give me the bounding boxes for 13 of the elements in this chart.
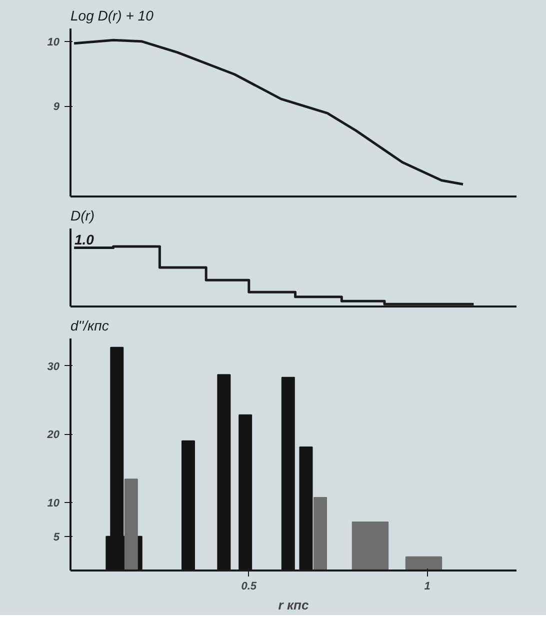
y-axis-title: Log D(r) + 10 [70, 8, 154, 24]
y-axis-title: d''/кпс [70, 318, 109, 334]
x-axis-title: r кпс [278, 598, 310, 612]
y-tick-label: 10 [47, 497, 60, 510]
y-tick-label: 5 [53, 531, 60, 544]
y-tick-label: 10 [47, 36, 60, 48]
annotation: 1.0 [74, 232, 94, 248]
x-tick-label: 0.5 [241, 580, 258, 592]
y-axis-title: D(r) [70, 208, 95, 224]
x-tick-label: 1 [424, 580, 430, 592]
y-tick-label: 9 [53, 101, 60, 114]
y-tick-label: 20 [46, 429, 60, 442]
y-tick-label: 30 [47, 360, 60, 373]
